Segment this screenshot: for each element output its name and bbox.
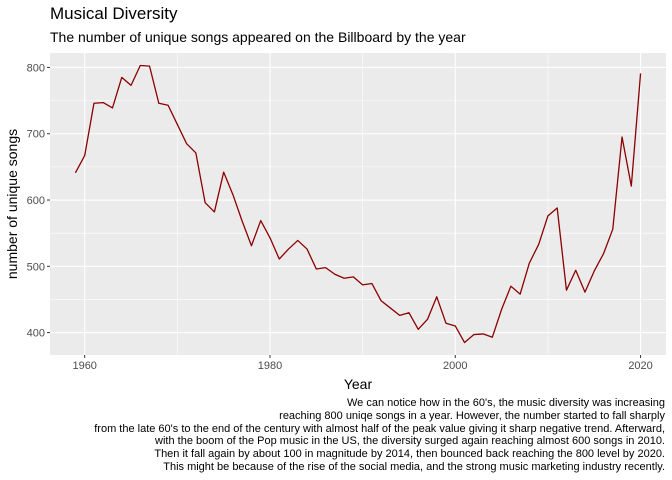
y-axis-label: number of unique songs — [4, 129, 20, 279]
grid-lines — [50, 53, 666, 355]
x-tick-label: 2020 — [628, 360, 652, 372]
y-tick-label: 500 — [27, 261, 45, 273]
caption-line: with the boom of the Pop music in the US… — [155, 435, 665, 448]
axes: 1960 1980 2000 2020 400 500 600 700 800 — [27, 62, 653, 372]
chart-caption: We can notice how in the 60's, the music… — [94, 397, 665, 474]
caption-line: We can notice how in the 60's, the music… — [347, 397, 665, 409]
series-line — [74, 64, 642, 344]
series-layer — [74, 64, 642, 344]
y-tick-label: 800 — [27, 62, 45, 74]
y-tick-label: 400 — [27, 328, 45, 340]
x-tick-label: 2000 — [443, 360, 467, 372]
x-tick-label: 1980 — [258, 360, 282, 372]
y-tick-label: 600 — [27, 195, 45, 207]
caption-line: from the late 60's to the end of the cen… — [94, 422, 665, 435]
x-axis-label: Year — [344, 376, 373, 392]
caption-line: This might be because of the rise of the… — [163, 460, 665, 473]
chart-subtitle: The number of unique songs appeared on t… — [50, 29, 466, 45]
chart-title: Musical Diversity — [50, 4, 178, 23]
y-tick-label: 700 — [27, 129, 45, 141]
plot-panel — [50, 53, 666, 355]
caption-line: Then it fall again by about 100 in magni… — [154, 448, 665, 461]
caption-line: reaching 800 uniqe songs in a year. Howe… — [279, 409, 665, 422]
x-tick-label: 1960 — [72, 360, 96, 372]
